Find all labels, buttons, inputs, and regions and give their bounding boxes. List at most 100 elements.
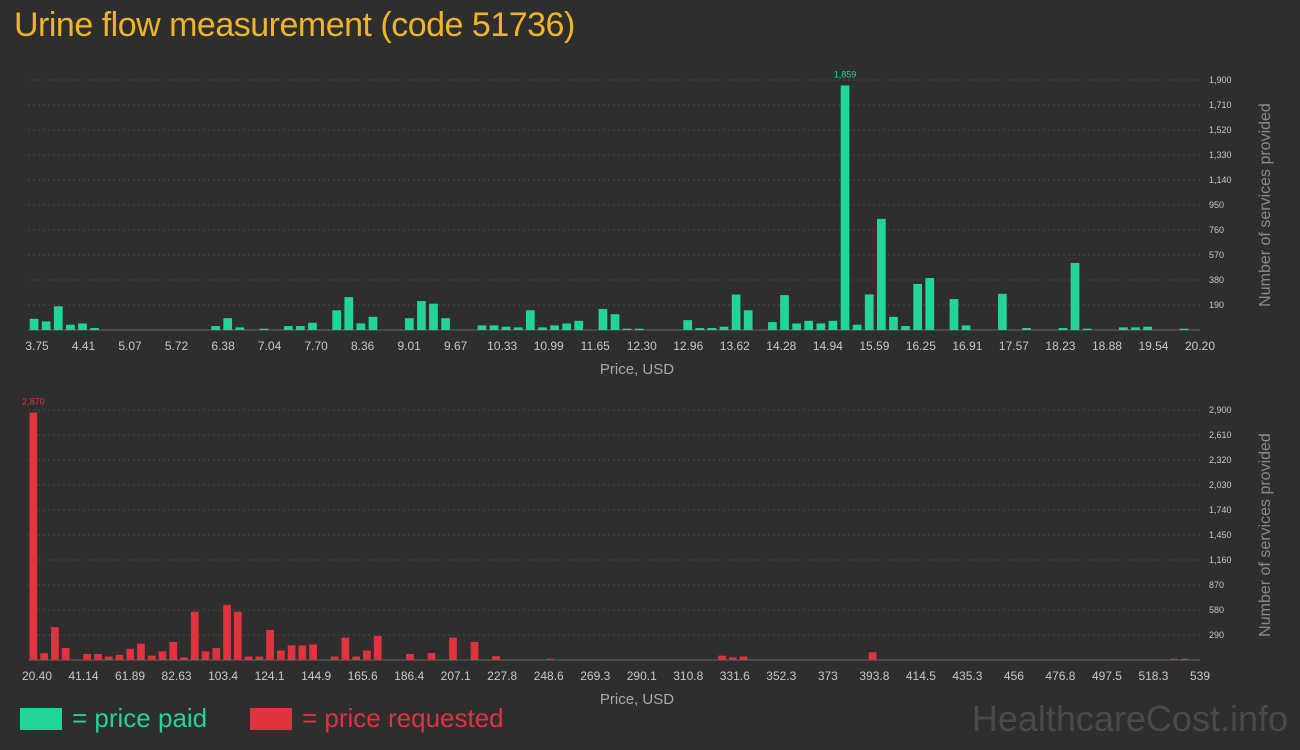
bar — [780, 295, 789, 330]
x-tick-label: 12.96 — [673, 339, 703, 353]
bar — [718, 655, 726, 660]
bar — [743, 310, 753, 330]
bar — [864, 294, 874, 330]
bar — [1180, 658, 1189, 660]
y-tick-label: 1,900 — [1209, 75, 1232, 85]
bar — [449, 637, 457, 660]
bar — [683, 320, 693, 330]
bar — [634, 328, 644, 330]
y-tick-label: 190 — [1209, 300, 1224, 310]
x-tick-label: 41.14 — [69, 669, 99, 683]
bar — [610, 314, 620, 330]
bar — [731, 294, 741, 330]
bar — [308, 322, 317, 330]
x-tick-label: 539 — [1190, 669, 1210, 683]
x-tick-label: 13.62 — [720, 339, 750, 353]
bar — [913, 283, 923, 330]
bar — [949, 299, 959, 330]
legend-label-paid: = price paid — [72, 703, 208, 733]
bar — [78, 323, 87, 330]
bar — [126, 648, 135, 660]
bar — [901, 326, 910, 330]
x-tick-label: 352.3 — [766, 669, 796, 683]
bar — [330, 656, 339, 660]
bar — [598, 308, 608, 330]
bar — [513, 327, 523, 330]
x-axis-label: Price, USD — [600, 691, 674, 708]
bar — [1169, 658, 1178, 660]
y-tick-label: 570 — [1209, 250, 1224, 260]
bar — [255, 656, 264, 660]
x-tick-label: 16.25 — [906, 339, 936, 353]
bar — [840, 85, 850, 330]
y-tick-label: 290 — [1209, 630, 1224, 640]
bar — [235, 327, 245, 330]
bar — [404, 318, 414, 330]
legend-price-paid: = price paid — [20, 703, 207, 734]
x-tick-label: 103.4 — [208, 669, 238, 683]
bar — [406, 653, 414, 660]
x-tick-label: 7.04 — [258, 339, 282, 353]
y-tick-label: 1,330 — [1209, 150, 1232, 160]
x-tick-label: 497.5 — [1092, 669, 1122, 683]
bar — [29, 318, 39, 330]
bar — [180, 657, 188, 660]
x-tick-label: 476.8 — [1045, 669, 1075, 683]
x-tick-label: 14.28 — [766, 339, 796, 353]
y-tick-label: 2,610 — [1209, 430, 1232, 440]
bar — [53, 306, 63, 330]
bar — [190, 611, 199, 660]
bar — [1082, 328, 1092, 330]
bar — [332, 310, 342, 330]
bar — [233, 611, 242, 660]
bar — [104, 656, 113, 660]
y-tick-label: 950 — [1209, 200, 1224, 210]
bar — [352, 656, 361, 660]
bar — [341, 637, 350, 660]
bar — [283, 326, 293, 330]
x-tick-label: 15.59 — [859, 339, 889, 353]
y-tick-label: 2,900 — [1209, 405, 1232, 415]
bar — [998, 293, 1007, 330]
x-tick-label: 414.5 — [906, 669, 936, 683]
bar — [94, 653, 102, 660]
bar — [574, 320, 584, 330]
peak-value-label: 1,859 — [834, 69, 857, 79]
bar — [344, 297, 354, 330]
bar — [562, 323, 571, 330]
x-axis-label: Price, USD — [600, 361, 674, 378]
bar — [489, 325, 499, 330]
bar — [201, 651, 210, 660]
y-tick-label: 580 — [1209, 605, 1224, 615]
x-tick-label: 227.8 — [487, 669, 517, 683]
bar — [707, 328, 717, 330]
bar — [40, 653, 49, 660]
bar — [259, 328, 269, 330]
bar — [212, 647, 221, 660]
price-requested-chart: 290 580 870 1,160 1,450 1,740 2,030 2,320 2,610 2… — [22, 397, 1274, 708]
bar — [368, 316, 378, 330]
bar — [728, 657, 737, 660]
x-tick-label: 7.70 — [304, 339, 328, 353]
x-tick-label: 17.57 — [999, 339, 1029, 353]
x-tick-label: 207.1 — [441, 669, 471, 683]
y-tick-label: 1,740 — [1209, 505, 1232, 515]
bar — [169, 641, 178, 660]
x-tick-label: 20.40 — [22, 669, 52, 683]
bar — [61, 647, 70, 660]
bar — [501, 326, 511, 330]
bar — [417, 301, 426, 330]
bar — [83, 653, 92, 660]
x-tick-label: 10.33 — [487, 339, 517, 353]
y-axis-label: Number of services provided — [1257, 433, 1274, 637]
bar — [441, 318, 450, 330]
bar — [276, 650, 285, 660]
bar — [295, 326, 305, 330]
y-tick-label: 2,030 — [1209, 480, 1232, 490]
bar — [1058, 328, 1068, 330]
x-tick-label: 248.6 — [534, 669, 564, 683]
x-tick-label: 18.88 — [1092, 339, 1122, 353]
y-tick-label: 870 — [1209, 580, 1224, 590]
bar — [719, 326, 729, 330]
bar — [158, 651, 167, 660]
